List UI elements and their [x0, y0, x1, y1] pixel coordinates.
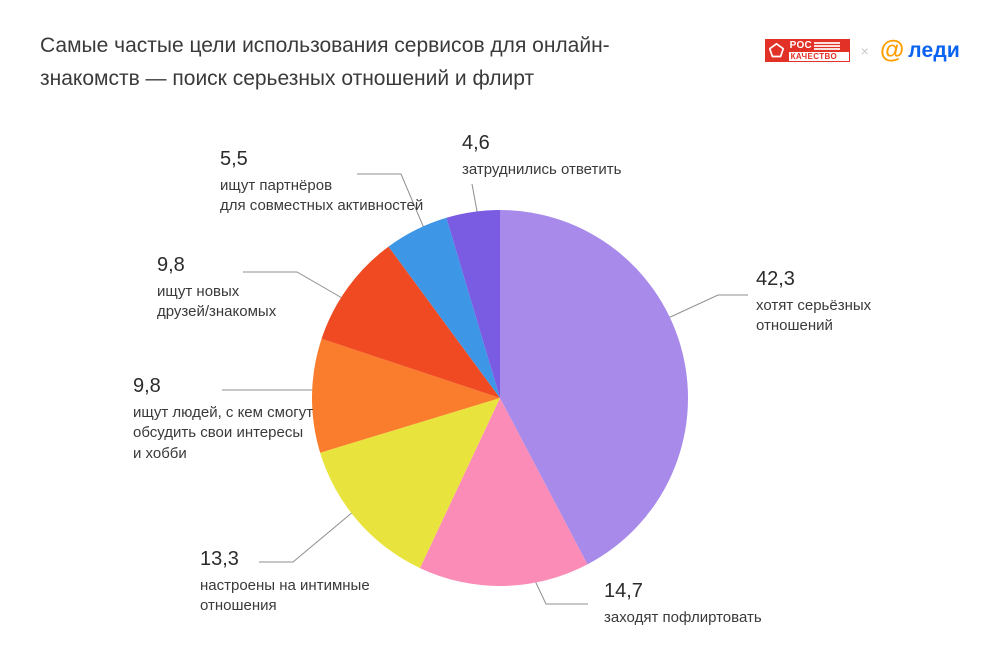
pie-slice-6 — [446, 210, 500, 398]
callout-value: 4,6 — [462, 132, 490, 154]
lady-logo: @ леди — [880, 38, 960, 63]
leader-line-intimate — [259, 490, 379, 563]
callout-label: ищут партнёров для совместных активносте… — [220, 177, 424, 215]
pie-slice-2 — [320, 398, 500, 569]
roskachestvo-fine-print — [814, 41, 841, 50]
callout-value: 5,5 — [220, 148, 248, 170]
brand-logos: РОС КАЧЕСТВО × @ леди — [764, 38, 960, 63]
callout-undecided: 4,6 затруднились ответить — [462, 130, 682, 180]
callout-intimate: 13,3 настроены на интимные отношения — [200, 546, 420, 617]
callout-value: 13,3 — [200, 548, 239, 570]
roskachestvo-wordmark: РОС КАЧЕСТВО — [787, 39, 850, 62]
callout-flirt: 14,7 заходят пофлиртовать — [604, 578, 834, 628]
callout-label: затруднились ответить — [462, 161, 622, 178]
pie-slice-3 — [312, 338, 500, 453]
pie-slice-1 — [419, 398, 588, 587]
pie-slice-5 — [388, 217, 500, 398]
brand-separator: × — [860, 42, 869, 59]
callout-label: хотят серьёзных отношений — [756, 297, 872, 335]
callout-label: заходят пофлиртовать — [604, 609, 762, 626]
pie-slice-0 — [500, 210, 688, 565]
callout-value: 14,7 — [604, 580, 643, 602]
callout-activities: 5,5 ищут партнёров для совместных активн… — [220, 146, 450, 217]
roskachestvo-logo: РОС КАЧЕСТВО — [764, 39, 850, 62]
callout-value: 9,8 — [133, 375, 161, 397]
callout-label: настроены на интимные отношения — [200, 577, 370, 615]
callout-serious: 42,3 хотят серьёзных отношений — [756, 266, 946, 337]
callout-label: ищут новых друзей/знакомых — [157, 283, 277, 321]
roskachestvo-bottom-text: КАЧЕСТВО — [787, 52, 850, 62]
at-icon: @ — [879, 36, 905, 64]
callout-hobby: 9,8 ищут людей, с кем смогут обсудить св… — [133, 373, 353, 464]
roskachestvo-pentagon-icon — [764, 39, 788, 62]
callout-value: 9,8 — [157, 254, 185, 276]
page-title: Самые частые цели использования сервисов… — [40, 34, 610, 90]
callout-label: ищут людей, с кем смогут обсудить свои и… — [133, 404, 314, 462]
leader-line-activities — [357, 173, 433, 248]
roskachestvo-top-text: РОС — [789, 40, 813, 51]
pie-slice-4 — [321, 246, 500, 398]
lady-logo-text: леди — [908, 38, 960, 62]
callout-value: 42,3 — [756, 268, 795, 290]
callout-friends: 9,8 ищут новых друзей/знакомых — [157, 252, 327, 323]
